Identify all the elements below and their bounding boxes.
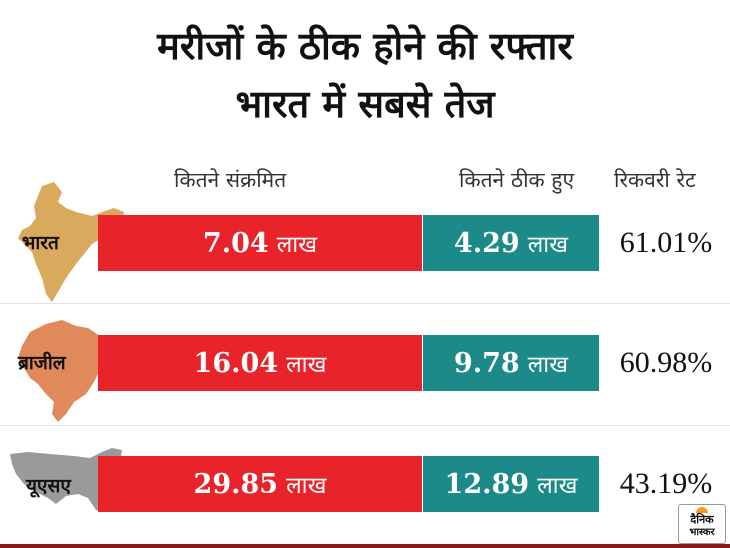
infected-value: 7.04	[202, 227, 269, 259]
recovered-value: 9.78	[453, 347, 520, 379]
sun-icon	[696, 507, 708, 513]
header-recovery-rate: रिकवरी रेट	[614, 168, 696, 192]
unit-label: लाख	[286, 352, 327, 378]
chart-title-line-1: मरीजों के ठीक होने की रफ्तार	[157, 24, 573, 68]
infected-value: 29.85	[193, 468, 279, 500]
row-divider	[0, 303, 730, 304]
row-divider	[0, 425, 730, 426]
brazil-map-icon	[18, 320, 110, 422]
usa-map-icon	[10, 448, 122, 512]
infected-bar: 16.04 लाख	[98, 335, 422, 391]
unit-label: लाख	[537, 473, 578, 499]
india-map-icon	[18, 182, 124, 302]
logo-line-2: भास्कर	[689, 527, 715, 538]
chart-title-line-2: भारत में सबसे तेज	[235, 82, 495, 126]
infected-bar: 7.04 लाख	[98, 215, 422, 271]
unit-label: लाख	[286, 473, 327, 499]
country-label: ब्राजील	[18, 352, 66, 374]
bottom-rule	[0, 544, 730, 548]
recovered-bar: 12.89 लाख	[423, 456, 599, 512]
infected-value: 16.04	[193, 347, 279, 379]
recovered-value: 12.89	[444, 468, 530, 500]
recovery-rate-value: 60.98%	[619, 346, 713, 379]
infected-bar: 29.85 लाख	[98, 456, 422, 512]
recovered-bar: 9.78 लाख	[423, 335, 599, 391]
unit-label: लाख	[276, 232, 318, 258]
recovery-rate-value: 61.01%	[619, 226, 713, 259]
country-label: यूएसए	[26, 475, 71, 497]
unit-label: लाख	[527, 352, 569, 378]
header-infected: कितने संक्रमित	[174, 168, 287, 192]
recovered-value: 4.29	[453, 227, 520, 259]
country-label: भारत	[22, 232, 59, 254]
dainik-bhaskar-logo: दैनिक भास्कर	[678, 504, 726, 544]
recovered-bar: 4.29 लाख	[423, 215, 599, 271]
logo-line-1: दैनिक	[690, 513, 714, 526]
header-recovered: कितने ठीक हुए	[459, 168, 575, 192]
unit-label: लाख	[527, 232, 569, 258]
recovery-rate-value: 43.19%	[619, 467, 713, 500]
